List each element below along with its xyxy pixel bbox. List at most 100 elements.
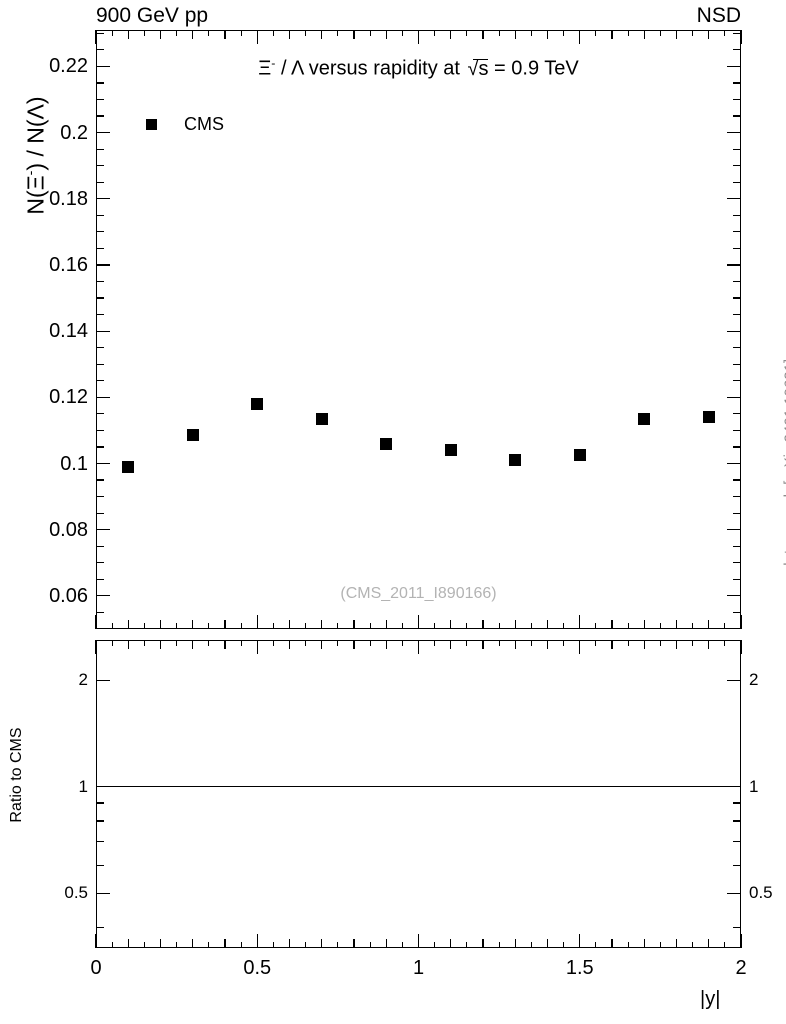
x-tick-main-top	[127, 30, 129, 39]
x-tick-ratio-top	[740, 640, 742, 654]
y-tick-minor	[96, 214, 104, 216]
y-tick-minor	[96, 413, 104, 415]
x-tick-main-bottom	[643, 620, 645, 629]
x-tick-main-bottom	[434, 623, 436, 629]
x-tick-main-top	[579, 30, 581, 44]
x-tick-ratio-top	[337, 640, 339, 646]
x-tick-ratio-top	[643, 640, 645, 649]
title-numerator-superscript: -	[271, 56, 276, 70]
x-tick-main-top	[546, 30, 549, 39]
data-point	[186, 429, 199, 442]
x-tick-main-top	[401, 30, 403, 36]
x-tick-main-bottom	[708, 620, 710, 629]
x-tick-main-bottom	[256, 615, 258, 629]
x-tick-ratio-bottom	[563, 942, 565, 948]
sqrt-argument: s	[478, 57, 489, 80]
x-tick-ratio-bottom	[385, 939, 387, 948]
x-tick-ratio-bottom	[514, 939, 516, 948]
x-tick-ratio-top	[450, 640, 452, 649]
x-tick-main-bottom	[595, 623, 597, 629]
y-tick-minor-right	[733, 49, 741, 51]
y-tick-major-right	[727, 529, 741, 531]
x-tick-label: 0.5	[243, 957, 272, 979]
y-tick-major	[96, 462, 110, 465]
x-tick-main-bottom	[176, 623, 178, 629]
data-point	[444, 444, 457, 457]
y-tick-minor-right	[733, 363, 741, 365]
x-tick-main-bottom	[321, 620, 323, 629]
x-tick-ratio-bottom	[288, 939, 291, 948]
x-tick-ratio-bottom	[579, 934, 581, 948]
y-title-lambda: Λ	[22, 104, 49, 120]
x-tick-ratio-top	[579, 640, 581, 654]
ratio-y-tick-major	[96, 679, 110, 681]
x-tick-main-bottom	[95, 615, 97, 629]
y-tick-major-right	[727, 131, 741, 134]
x-tick-label: 2	[735, 957, 747, 979]
x-tick-main-bottom	[401, 623, 403, 629]
x-tick-main-top	[369, 30, 371, 36]
header-process-label: NSD	[696, 4, 741, 27]
y-tick-minor	[96, 496, 104, 498]
data-point	[702, 411, 715, 424]
x-tick-ratio-bottom	[272, 942, 274, 948]
y-tick-minor-right	[733, 181, 741, 183]
x-tick-main-top	[208, 30, 210, 36]
x-tick-ratio-top	[143, 640, 145, 646]
y-tick-major	[96, 396, 110, 398]
x-tick-main-bottom	[272, 623, 274, 629]
y-tick-minor-right	[733, 314, 741, 316]
x-tick-main-bottom	[724, 623, 726, 629]
x-tick-ratio-bottom	[143, 942, 145, 948]
ratio-y-tick-major-right	[727, 679, 741, 681]
x-tick-ratio-bottom	[595, 942, 597, 948]
y-tick-minor-right	[733, 611, 741, 614]
x-tick-main-bottom	[224, 620, 226, 629]
x-tick-main-top	[305, 30, 307, 36]
y-title-xi-superscript: -	[22, 170, 39, 176]
y-tick-minor-right	[733, 247, 741, 249]
y-tick-minor-right	[733, 98, 741, 101]
x-tick-ratio-bottom	[643, 939, 645, 948]
y-tick-label: 0.2	[60, 121, 88, 144]
y-tick-minor-right	[733, 214, 741, 216]
y-tick-minor	[96, 545, 104, 547]
x-tick-ratio-bottom	[740, 934, 742, 948]
x-tick-main-top	[724, 30, 726, 36]
y-tick-major-right	[727, 396, 741, 398]
x-tick-main-top	[514, 30, 516, 39]
y-tick-major	[96, 264, 110, 266]
y-tick-major-right	[727, 264, 741, 266]
sqrt-overbar	[472, 58, 489, 60]
title-tail: = 0.9 TeV	[488, 57, 579, 80]
x-tick-main-top	[595, 30, 597, 36]
x-tick-ratio-top	[385, 640, 387, 649]
x-tick-ratio-bottom	[482, 939, 484, 948]
x-tick-ratio-top	[692, 640, 694, 646]
x-tick-main-top	[563, 30, 565, 36]
x-tick-ratio-top	[224, 640, 226, 649]
y-tick-minor	[96, 49, 104, 51]
x-tick-ratio-bottom	[192, 939, 194, 948]
data-point	[573, 449, 586, 462]
x-tick-main-top	[256, 30, 258, 44]
x-tick-ratio-top	[546, 640, 549, 649]
x-tick-ratio-top	[417, 640, 420, 654]
plot-title: Ξ- / Λ versus rapidity at √s = 0.9 TeV	[96, 56, 741, 81]
x-tick-ratio-bottom	[450, 939, 452, 948]
x-tick-ratio-bottom	[337, 942, 339, 948]
x-tick-ratio-bottom	[659, 942, 661, 948]
x-tick-main-top	[434, 30, 436, 36]
y-tick-minor	[96, 98, 104, 101]
y-tick-major	[96, 595, 110, 597]
x-tick-ratio-top	[288, 640, 291, 649]
y-tick-minor	[96, 380, 104, 382]
ratio-y-tick-major	[96, 892, 110, 894]
y-tick-label: 0.18	[49, 187, 88, 210]
x-tick-ratio-top	[111, 640, 113, 646]
y-tick-minor-right	[733, 165, 741, 167]
x-tick-main-bottom	[385, 620, 387, 629]
x-tick-main-top	[95, 30, 97, 44]
x-tick-label: 1	[412, 957, 425, 979]
